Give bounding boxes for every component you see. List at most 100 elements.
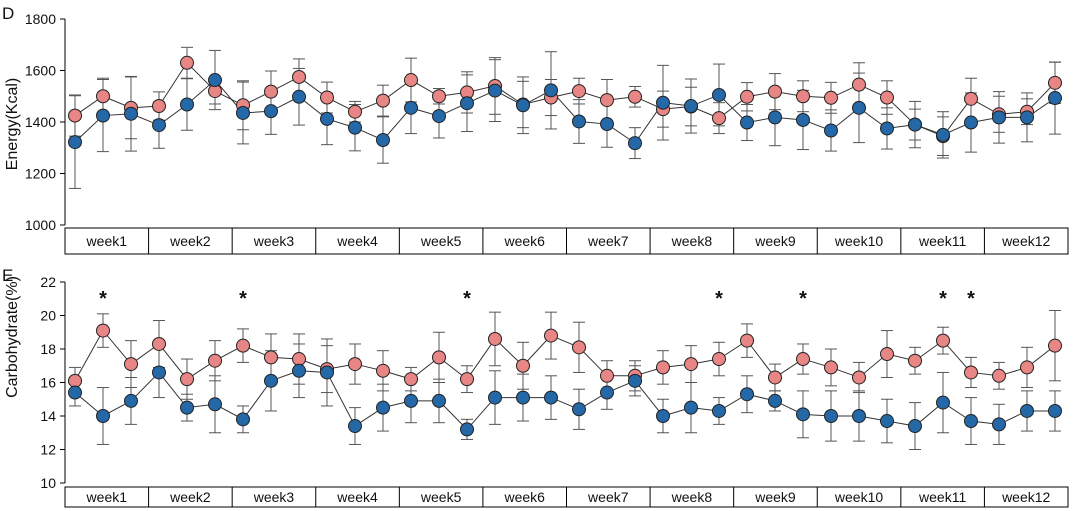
data-point-blue: [880, 121, 894, 136]
significance-marker: *: [967, 288, 975, 310]
y-tick-label: 18: [40, 341, 56, 357]
data-point-blue: [1020, 403, 1034, 418]
data-point-blue: [376, 133, 390, 148]
week-label: week9: [754, 233, 796, 249]
data-point-pink: [628, 89, 642, 104]
data-point-pink: [96, 323, 110, 338]
week-label: week6: [503, 233, 545, 249]
data-point-blue: [152, 118, 166, 133]
week-label: week3: [253, 489, 295, 505]
week-label: week4: [336, 489, 378, 505]
data-point-pink: [1020, 360, 1034, 375]
data-point-pink: [544, 328, 558, 343]
data-point-blue: [488, 83, 502, 98]
data-point-blue: [740, 115, 754, 130]
significance-marker: *: [463, 288, 471, 310]
data-point-blue: [656, 95, 670, 110]
data-point-pink: [880, 90, 894, 105]
data-point-pink: [572, 340, 586, 355]
y-tick-label: 20: [40, 308, 56, 324]
panel-e-ylabel: Carbohydrate(%): [4, 276, 21, 398]
data-point-pink: [348, 357, 362, 372]
significance-marker: *: [99, 288, 107, 310]
y-tick-label: 16: [40, 375, 56, 391]
data-point-blue: [124, 106, 138, 121]
y-tick-label: 12: [40, 442, 56, 458]
data-point-blue: [320, 111, 334, 126]
data-point-blue: [712, 403, 726, 418]
data-point-pink: [768, 370, 782, 385]
data-point-blue: [936, 127, 950, 142]
y-tick-label: 1000: [25, 217, 56, 233]
data-point-pink: [292, 69, 306, 84]
week-label: week8: [671, 489, 713, 505]
data-point-blue: [992, 110, 1006, 125]
data-point-pink: [180, 55, 194, 70]
data-point-blue: [264, 373, 278, 388]
week-label: week10: [834, 489, 883, 505]
data-point-pink: [432, 89, 446, 104]
data-point-blue: [908, 419, 922, 434]
data-point-blue: [1048, 91, 1062, 106]
data-point-blue: [1048, 403, 1062, 418]
y-tick-label: 1200: [25, 166, 56, 182]
data-point-blue: [152, 365, 166, 380]
data-point-blue: [768, 110, 782, 125]
panel-d: D Energy(Kcal) 1000 1200 1400 1600 1800 week…: [2, 4, 1069, 255]
data-point-pink: [684, 357, 698, 372]
data-point-blue: [180, 97, 194, 112]
y-tick-label: 14: [40, 408, 56, 424]
data-point-pink: [348, 104, 362, 119]
series-line-blue: [74, 79, 1056, 144]
data-point-blue: [796, 407, 810, 422]
data-point-blue: [96, 108, 110, 123]
data-point-pink: [320, 90, 334, 105]
y-tick-label: 1400: [25, 114, 56, 130]
series-line-blue: [74, 370, 1055, 431]
data-point-blue: [292, 363, 306, 378]
data-point-blue: [824, 123, 838, 138]
data-point-blue: [208, 73, 222, 88]
data-point-pink: [824, 90, 838, 105]
data-point-pink: [152, 99, 166, 114]
data-point-pink: [208, 353, 222, 368]
data-point-blue: [684, 400, 698, 415]
week-label: week9: [754, 489, 796, 505]
data-point-pink: [180, 372, 194, 387]
data-point-pink: [152, 336, 166, 351]
data-point-pink: [404, 372, 418, 387]
data-point-blue: [432, 109, 446, 124]
data-point-pink: [432, 350, 446, 365]
week-label: week1: [86, 233, 128, 249]
data-point-blue: [460, 96, 474, 111]
data-point-blue: [460, 422, 474, 437]
data-point-pink: [964, 91, 978, 106]
panel-d-letter: D: [2, 4, 14, 23]
data-point-pink: [908, 353, 922, 368]
data-point-pink: [460, 372, 474, 387]
data-point-blue: [936, 395, 950, 410]
data-point-blue: [236, 412, 250, 427]
data-point-blue: [852, 409, 866, 423]
data-point-blue: [712, 87, 726, 102]
data-point-blue: [572, 402, 586, 417]
data-point-pink: [1048, 75, 1062, 90]
week-label: week2: [169, 489, 211, 505]
y-tick-label: 1800: [25, 11, 56, 27]
data-point-pink: [96, 89, 110, 104]
data-point-blue: [516, 98, 530, 113]
week-label: week10: [834, 233, 883, 249]
week-label: week12: [1001, 233, 1050, 249]
data-point-blue: [264, 104, 278, 119]
data-point-blue: [124, 393, 138, 408]
data-point-pink: [712, 111, 726, 126]
data-point-blue: [404, 393, 418, 408]
data-point-pink: [852, 77, 866, 92]
data-point-pink: [292, 352, 306, 367]
data-point-pink: [936, 333, 950, 348]
data-point-pink: [740, 333, 754, 348]
significance-marker: *: [939, 288, 947, 310]
data-point-blue: [880, 414, 894, 429]
panel-d-ylabel: Energy(Kcal): [4, 78, 21, 170]
data-point-blue: [376, 400, 390, 415]
